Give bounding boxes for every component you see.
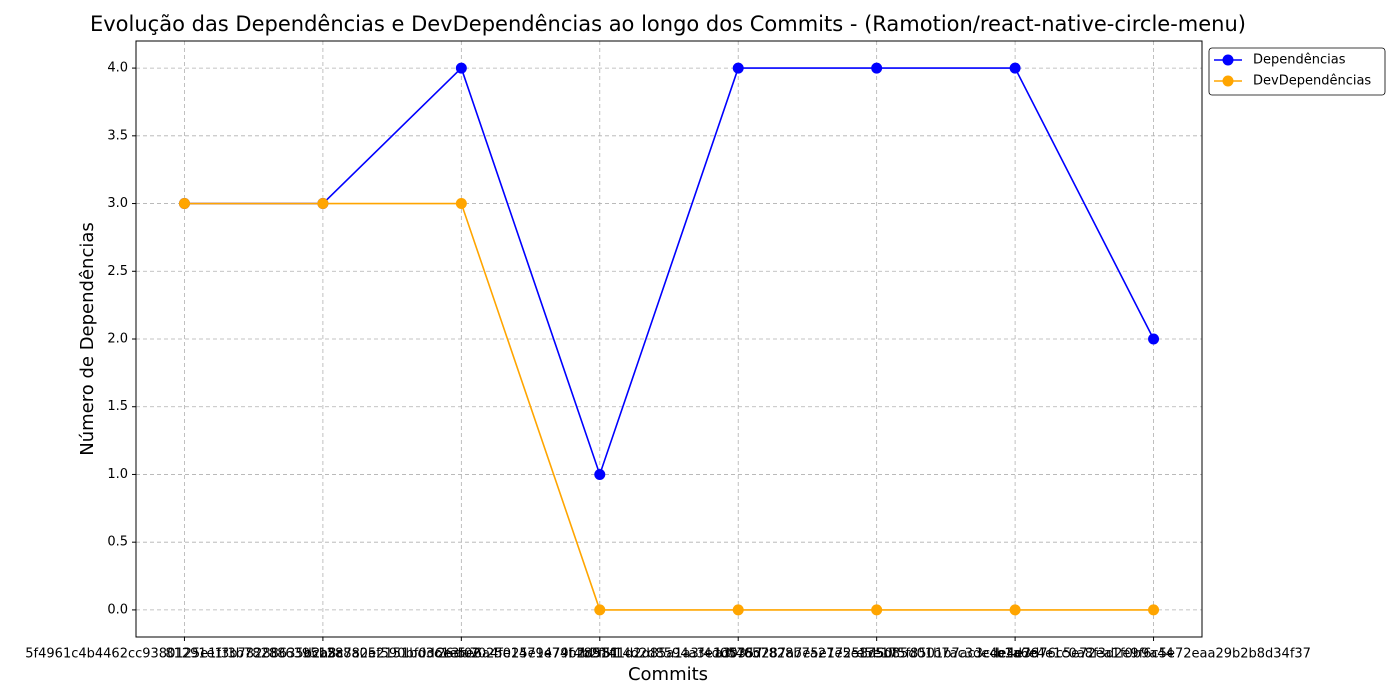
legend-marker xyxy=(1222,54,1234,66)
legend-label: DevDependências xyxy=(1253,74,1371,89)
data-point xyxy=(732,604,744,616)
x-tick-label: b1a6e4e1c0a8f3d2e9f6c5e72eaa29b2b8d34f37 xyxy=(996,647,1311,662)
data-point xyxy=(1148,604,1160,616)
chart-title: Evolução das Dependências e DevDependênc… xyxy=(90,12,1246,36)
data-point xyxy=(594,604,606,616)
x-tick-label: a3f4657828b7a27e5e175d85d01b7ac3de4e3d76 xyxy=(715,647,1039,662)
legend-label: Dependências xyxy=(1253,53,1346,68)
data-point xyxy=(1009,604,1021,616)
x-tick-label: 81291e1f3b7828863951288a05f590bf0d6e3f02 xyxy=(165,647,480,662)
data-point xyxy=(594,468,606,480)
series-line xyxy=(184,202,1154,611)
y-tick-label: 2.0 xyxy=(107,332,128,347)
x-tick-label: 26aa7025e1479e74b2d58f14d2d8594a3e1d0357 xyxy=(437,647,762,662)
x-tick-label: e5e175f8501b7ac3cde4e3d76c5e72ea1f0b9a44 xyxy=(856,647,1173,662)
data-point xyxy=(732,62,744,74)
data-point xyxy=(871,62,883,74)
y-tick-label: 3.5 xyxy=(107,128,128,143)
y-tick-label: 2.5 xyxy=(107,264,128,279)
x-tick-label: f89141d2d85a1a3f4d0578d287a7e5e17258d50f xyxy=(579,647,898,662)
y-tick-label: 4.0 xyxy=(107,61,128,76)
data-point xyxy=(455,62,467,74)
data-point xyxy=(455,198,467,210)
y-tick-label: 1.0 xyxy=(107,467,128,482)
x-tick-label: dcb5a782e2151bd3c1e5e6a4f025e1479f4b2f51 xyxy=(303,647,619,662)
legend: Dependências DevDependências xyxy=(1208,47,1386,96)
x-axis-label: Commits xyxy=(628,664,708,685)
y-tick-label: 0.5 xyxy=(107,535,128,550)
y-tick-label: 0.0 xyxy=(107,602,128,617)
y-axis-label: Número de Dependências xyxy=(77,222,98,456)
plot-frame xyxy=(135,40,1203,638)
legend-marker xyxy=(1222,75,1234,87)
data-point xyxy=(1009,62,1021,74)
data-point xyxy=(317,198,329,210)
y-tick-label: 3.0 xyxy=(107,196,128,211)
data-point xyxy=(178,198,190,210)
y-tick-label: 1.5 xyxy=(107,399,128,414)
series-line xyxy=(184,66,1155,477)
data-point xyxy=(1148,333,1160,345)
x-tick-label: 5f4961c4b4462cc9380125e1f3b78288635b2a8c xyxy=(25,647,343,662)
data-point xyxy=(871,604,883,616)
legend-frame xyxy=(1208,47,1386,96)
